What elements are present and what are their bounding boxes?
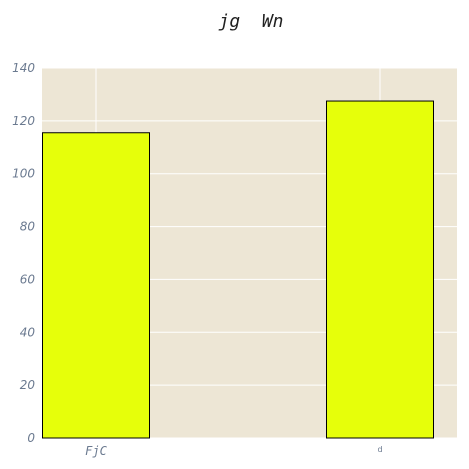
y-tick-label: 120 <box>12 114 35 128</box>
y-tick-label: 20 <box>20 378 36 392</box>
y-tick-label: 140 <box>12 61 35 75</box>
x-tick-label: FjC <box>85 444 107 458</box>
y-tick-label: 40 <box>20 325 36 339</box>
bars <box>42 100 434 439</box>
chart-title: jg Wn <box>218 11 283 32</box>
y-tick-label: 60 <box>20 272 36 286</box>
bar-1 <box>326 100 434 439</box>
y-tick-label: 100 <box>12 167 35 181</box>
x-tick-label: d <box>377 445 382 454</box>
bar-0 <box>42 132 150 439</box>
y-tick-label: 0 <box>27 431 35 445</box>
x-axis-ticks: FjC d <box>85 444 382 458</box>
y-tick-label: 80 <box>20 220 36 234</box>
y-axis-ticks: 0 20 40 60 80 100 120 140 <box>12 61 35 445</box>
